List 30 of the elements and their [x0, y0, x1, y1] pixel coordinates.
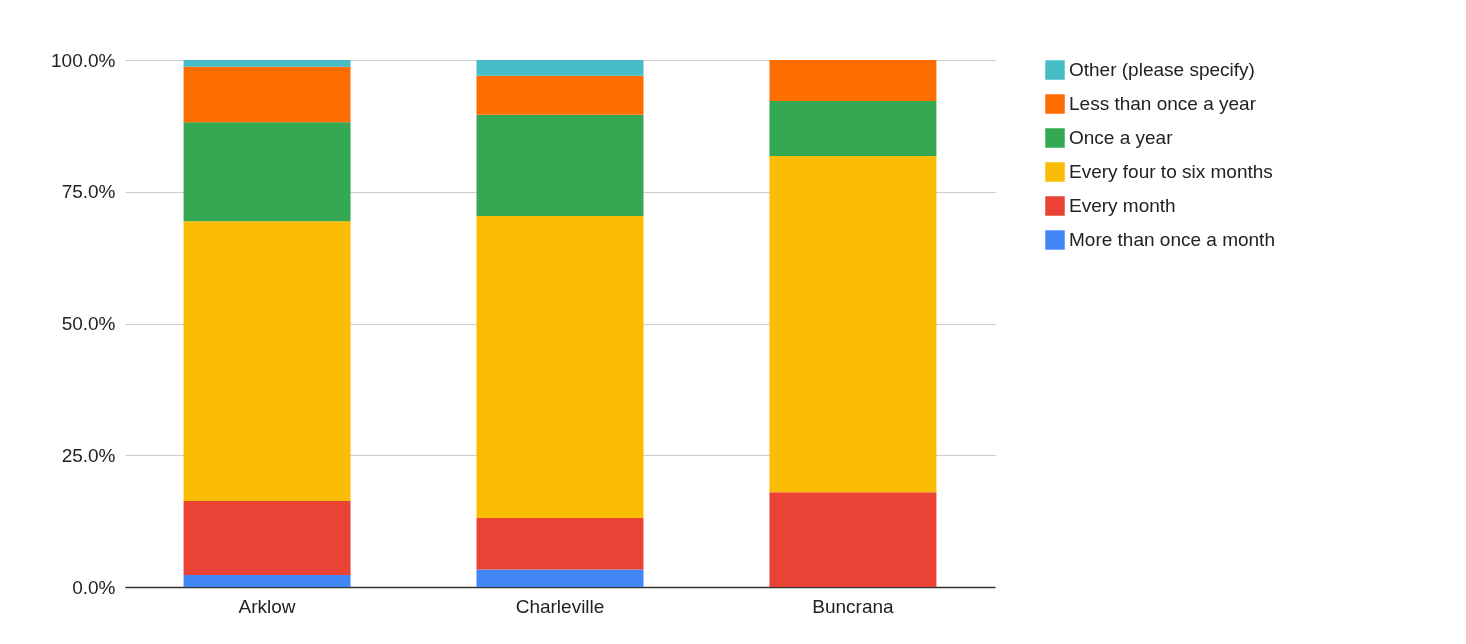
bar: [769, 101, 937, 156]
y-tick-label: 75.0%: [61, 181, 116, 203]
legend-label: More than once a month: [1069, 229, 1275, 250]
bar: [183, 501, 351, 575]
legend-label: Every four to six months: [1069, 161, 1273, 182]
legend-label: Other (please specify): [1069, 59, 1255, 80]
bar: [183, 122, 351, 222]
y-tick-label: 100.0%: [51, 49, 116, 71]
x-tick-label: Charleville: [515, 595, 605, 617]
y-tick-label: 0.0%: [72, 576, 116, 598]
bar: [183, 221, 351, 502]
bar: [183, 574, 351, 587]
x-tick-label: Buncrana: [812, 595, 895, 617]
bar: [476, 60, 644, 76]
bar: [476, 569, 644, 587]
bar: [476, 517, 644, 570]
bar: [769, 155, 937, 493]
legend-label: Less than once a year: [1069, 93, 1257, 114]
bar: [769, 60, 937, 102]
legend-label: Every month: [1069, 195, 1176, 216]
bar: [476, 75, 644, 115]
y-tick-label: 25.0%: [61, 444, 116, 466]
bar: [183, 66, 351, 123]
bar: [769, 492, 937, 587]
bar: [183, 60, 351, 67]
bar: [476, 114, 644, 216]
legend-label: Once a year: [1069, 127, 1174, 148]
y-tick-label: 50.0%: [61, 313, 116, 334]
bar: [476, 215, 644, 518]
x-tick-label: Arklow: [238, 595, 296, 617]
